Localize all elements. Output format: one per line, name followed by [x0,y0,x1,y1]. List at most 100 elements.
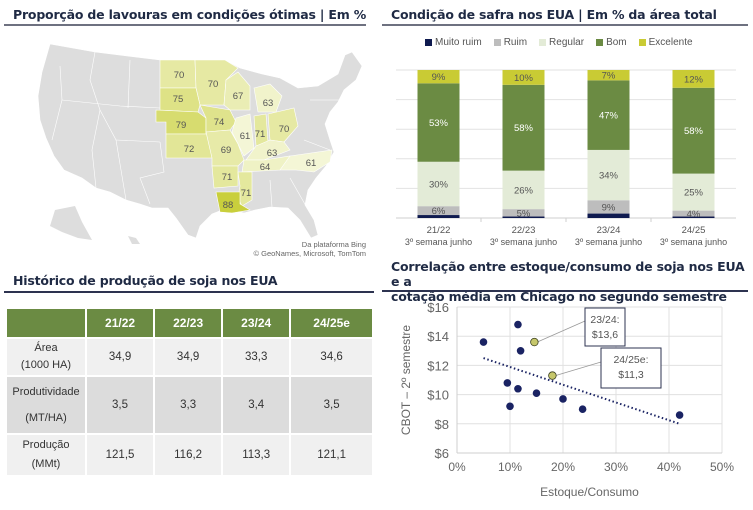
bar-data-label: 58% [684,126,704,137]
table-cell: 3,5 [87,377,154,433]
bar-segment-ruim [502,209,545,217]
state-value-label: 88 [223,200,234,211]
row-label: Produção (MMt) [7,435,85,475]
legend-label: Bom [606,37,627,48]
callout-box [584,307,626,347]
table-cell: 33,3 [223,339,290,375]
state-value-label: 79 [176,120,187,131]
bar-segment-regular [587,149,630,201]
table-header-row: 21/22 22/23 23/24 24/25e [7,309,372,337]
legend-label: Excelente [648,37,693,48]
x-tick-label: 0% [448,460,466,474]
x-tick-sublabel: 3º semana junho [490,237,557,247]
legend-item: Muito ruim [425,37,482,48]
table-cell: 34,9 [87,339,154,375]
bar-segment-muito-ruim [417,215,460,218]
scatter-point [516,347,525,355]
bar-data-label: 10% [514,73,534,84]
state-value-label: 61 [306,158,317,169]
bar-segment-excelente [502,70,545,85]
condition-panel-title: Condição de safra nos EUA | Em % da área… [391,7,717,22]
production-table: 21/22 22/23 23/24 24/25e Área (1000 HA) … [5,307,374,477]
bar-segment-regular [502,170,545,210]
table-header-col: 22/23 [155,309,222,337]
bar-segment-ruim [417,206,460,216]
state-value-label: 69 [221,145,232,156]
alaska-shape [50,206,92,240]
y-tick-label: $16 [427,300,449,315]
row-label-line2: (1000 HA) [20,359,72,371]
table-row-area: Área (1000 HA) 34,9 34,9 33,3 34,6 [7,339,372,375]
scatter-point [675,411,684,419]
y-tick-label: $6 [435,446,449,461]
bar-data-label: 6% [432,206,446,217]
bar-data-label: 53% [429,118,449,129]
state-missouri [205,129,245,167]
condition-panel-rule [382,24,748,26]
map-attribution: Da plataforma Bing © GeoNames, Microsoft… [254,240,367,258]
legend-swatch [539,39,547,46]
legend-item: Ruim [493,37,528,48]
state-value-label: 61 [240,131,251,142]
bar-segment-ruim [672,210,715,217]
bar-data-label: 26% [514,185,534,196]
legend-item: Regular [539,37,584,48]
row-label-line1: Área [34,342,58,354]
table-row-production: Produção (MMt) 121,5 116,2 113,3 121,1 [7,435,372,475]
scatter-point [578,405,587,413]
callout-label-line1: 23/24: [590,314,619,326]
bar-data-label: 5% [517,208,531,219]
callout-label-line2: $13,6 [592,329,618,341]
y-tick-label: $8 [435,417,449,432]
scatter-point-highlight [530,337,539,347]
attribution-line2: © GeoNames, Microsoft, TomTom [253,249,367,258]
bar-segment-bom [502,84,545,171]
x-tick-sublabel: 3º semana junho [405,237,472,247]
state-value-label: 75 [173,94,184,105]
table-cell: 34,9 [155,339,222,375]
legend-label: Ruim [503,37,528,48]
state-value-label: 71 [255,129,266,140]
state-michigan [253,83,283,113]
bar-data-label: 58% [514,123,534,134]
x-tick-sublabel: 3º semana junho [660,237,727,247]
scatter-point [506,402,514,411]
map-panel-title: Proporção de lavouras em condições ótima… [13,7,367,22]
scatter-point [532,389,541,397]
x-tick-label: 23/24 [597,225,621,236]
y-tick-label: $14 [427,329,449,344]
attribution-line1: Da plataforma Bing [301,240,366,249]
callout-label-line1: 24/25e: [613,354,648,366]
scatter-point [503,379,512,387]
bar-data-label: 34% [599,171,619,182]
x-tick-sublabel: 3º semana junho [575,237,642,247]
y-tick-label: $10 [427,388,449,403]
row-label-line1: Produtividade [12,386,80,398]
state-south-dakota [159,87,201,113]
bar-segment-excelente [587,70,630,81]
bar-data-label: 47% [599,111,619,122]
row-label-line2: (MMt) [31,458,61,470]
bar-segment-regular [417,161,460,207]
bar-segment-bom [672,87,715,174]
correlation-scatter-chart: 0% 10% 20% 30% 40% 50% $6 $8 $10 $12 $14 $16 Estoque… [399,300,734,499]
state-value-label: 74 [214,117,225,128]
legend-item: Excelente [638,37,693,48]
table-panel-rule [4,291,374,293]
scatter-title-line2: cotação média em Chicago no segundo seme… [391,289,727,304]
table-header-col: 24/25e [291,309,372,337]
table-cell: 113,3 [223,435,290,475]
state-value-label: 72 [184,144,195,155]
legend-item: Bom [596,37,627,48]
legend-swatch [425,39,432,46]
table-panel-title: Histórico de produção de soja nos EUA [13,273,278,288]
bar-segment-bom [417,83,460,162]
bar-data-label: 30% [429,179,449,190]
table-row-productivity: Produtividade (MT/HA) 3,5 3,3 3,4 3,5 [7,377,372,433]
callout-leader [555,361,602,377]
table-cell: 34,6 [291,339,372,375]
legend-swatch [493,39,501,46]
us-choropleth-map: 70 70 75 67 63 79 74 61 71 70 72 69 63 64 61 71 71 88 [37,43,363,244]
table-cell: 3,4 [223,377,290,433]
